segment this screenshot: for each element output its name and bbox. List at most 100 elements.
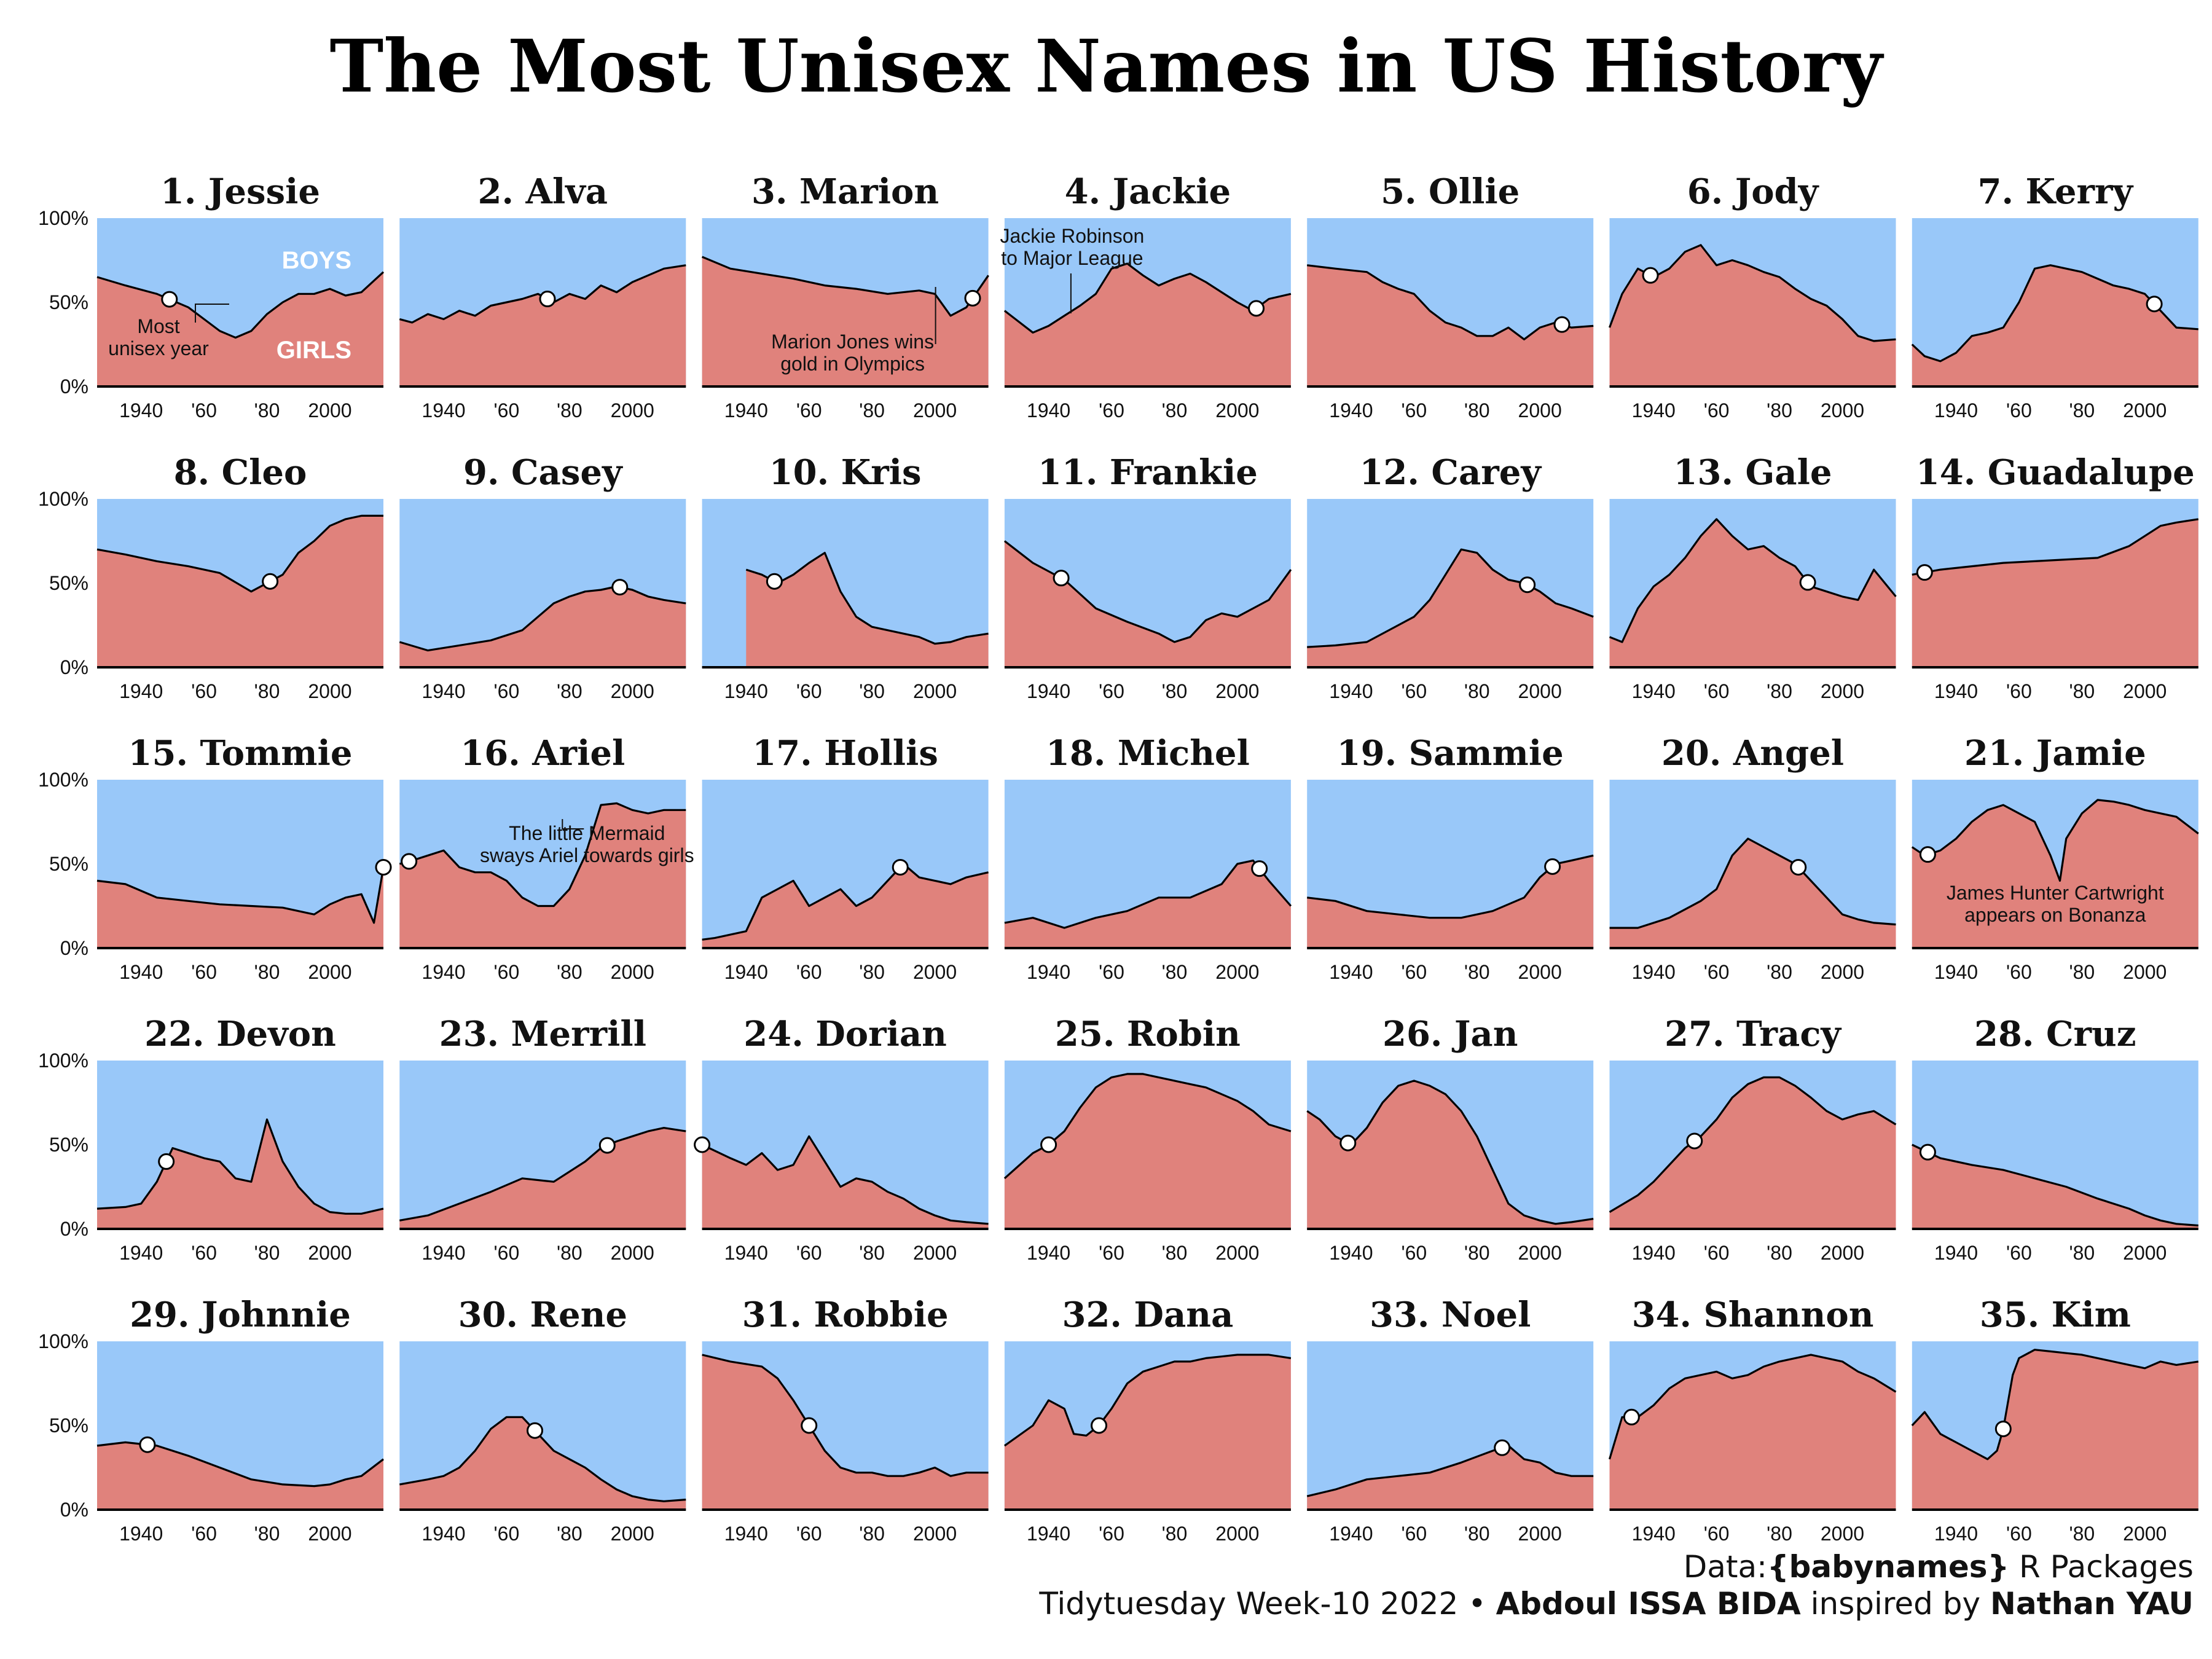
most-unisex-point (1643, 268, 1658, 283)
panel-title: 18. Michel (1046, 733, 1250, 774)
panel: 14. Guadalupe1940'60'80 2000 (1912, 452, 2198, 702)
most-unisex-point (1092, 1418, 1107, 1433)
panel-title: 8. Cleo (174, 452, 307, 493)
x-tick-label: '60 (1704, 399, 1730, 422)
x-tick-label: 2000 (2123, 399, 2167, 422)
x-tick-label: 2000 (913, 961, 957, 983)
panel: 19. Sammie 1940 '60 '80 2000 (1307, 733, 1593, 983)
most-unisex-point (140, 1437, 155, 1452)
x-tick-label: 1940 (422, 1242, 465, 1264)
panel: 12. Carey1940'60'80 2000 (1307, 452, 1593, 702)
panel: 13. Gale 1940 '60 '80 2000 (1610, 452, 1896, 702)
x-tick-label: '60 (1704, 680, 1730, 702)
most-unisex-point (1041, 1137, 1056, 1152)
y-tick-label: 50% (49, 853, 88, 875)
x-tick-label: 2000 (1518, 680, 1562, 702)
panel-title: 7. Kerry (1978, 171, 2134, 212)
x-tick-label: '80 (1162, 1242, 1188, 1264)
most-unisex-point (1687, 1134, 1702, 1148)
x-tick-label: 2000 (913, 1523, 957, 1545)
x-tick-label: 1940 (1934, 399, 1978, 422)
x-tick-label: '60 (796, 1523, 822, 1545)
x-tick-label: 1940 (1632, 399, 1676, 422)
x-tick-label: '80 (1464, 961, 1490, 983)
panel: 6. Jody1940'60'80 2000 (1610, 171, 1896, 422)
most-unisex-point (1624, 1410, 1639, 1424)
x-tick-label: '80 (254, 961, 280, 983)
credits-package: {babynames} (1767, 1549, 2009, 1585)
panel-title: 32. Dana (1062, 1295, 1234, 1335)
annotation-text: Jackie Robinson (1000, 225, 1145, 247)
most-unisex-point (1341, 1135, 1355, 1150)
y-tick-label: 0% (60, 1499, 88, 1521)
x-tick-label: '80 (254, 680, 280, 702)
x-tick-label: '80 (254, 399, 280, 422)
x-tick-label: 2000 (308, 680, 351, 702)
x-tick-label: '80 (1464, 1523, 1490, 1545)
annotation-text: James Hunter Cartwright (1947, 882, 2164, 904)
most-unisex-point (613, 580, 627, 595)
most-unisex-point (527, 1423, 542, 1438)
panel: 18. Michel1940'60'80 2000 (1005, 733, 1291, 983)
x-tick-label: '80 (557, 680, 582, 702)
x-tick-label: 2000 (1215, 680, 1259, 702)
x-tick-label: 1940 (1632, 961, 1676, 983)
x-tick-label: 2000 (913, 399, 957, 422)
panel: 3. Marion1940'60'80 2000 (702, 171, 989, 422)
y-tick-label: 50% (49, 1414, 88, 1437)
x-tick-label: 1940 (1329, 961, 1373, 983)
x-tick-label: '60 (2006, 1523, 2032, 1545)
panel: 8. Cleo1940'60'80 20000%50%100% (38, 452, 383, 702)
x-tick-label: '60 (1401, 961, 1427, 983)
x-tick-label: 1940 (1329, 680, 1373, 702)
x-tick-label: 1940 (119, 399, 163, 422)
x-tick-label: '80 (1767, 1523, 1792, 1545)
x-tick-label: '60 (191, 680, 217, 702)
x-tick-label: '60 (1704, 961, 1730, 983)
panel-title: 23. Merrill (439, 1014, 646, 1054)
x-tick-label: 1940 (1632, 680, 1676, 702)
most-unisex-point (965, 291, 980, 305)
x-tick-label: 2000 (611, 1523, 654, 1545)
panel: 35. Kim 1940 '60 '80 2000 (1912, 1295, 2198, 1545)
panel: 5. Ollie1940'60'80 2000 (1307, 171, 1593, 422)
most-unisex-point (376, 860, 391, 874)
panel: 7. Kerry1940'60'80 2000 (1912, 171, 2198, 422)
x-tick-label: '60 (1401, 1523, 1427, 1545)
panel: 30. Rene1940'60'80 2000 (399, 1295, 686, 1545)
y-tick-label: 0% (60, 375, 88, 398)
panel-title: 26. Jan (1382, 1014, 1518, 1054)
x-tick-label: '80 (1464, 680, 1490, 702)
x-tick-label: 2000 (2123, 680, 2167, 702)
x-tick-label: 1940 (422, 680, 465, 702)
x-tick-label: 2000 (2123, 1242, 2167, 1264)
most-unisex-point (1555, 317, 1569, 332)
x-tick-label: 1940 (119, 1523, 163, 1545)
credits-data-prefix: Data: (1684, 1549, 1767, 1585)
panel-title: 34. Shannon (1632, 1295, 1874, 1335)
x-tick-label: 1940 (119, 961, 163, 983)
credits-data-suffix: R Packages (2009, 1549, 2194, 1585)
x-tick-label: '80 (1767, 680, 1792, 702)
x-tick-label: '60 (796, 961, 822, 983)
x-tick-label: '60 (1704, 1242, 1730, 1264)
panel-title: 10. Kris (769, 452, 922, 493)
x-tick-label: 1940 (724, 1242, 768, 1264)
x-tick-label: '80 (1162, 399, 1188, 422)
x-tick-label: 1940 (1934, 1242, 1978, 1264)
x-tick-label: 2000 (1215, 399, 1259, 422)
most-unisex-point (600, 1138, 614, 1153)
x-tick-label: 1940 (724, 961, 768, 983)
x-tick-label: 2000 (1518, 1242, 1562, 1264)
x-tick-label: '80 (2069, 1523, 2095, 1545)
x-tick-label: 2000 (1215, 961, 1259, 983)
x-tick-label: 2000 (1821, 680, 1864, 702)
panel-title: 19. Sammie (1337, 733, 1564, 774)
x-tick-label: '80 (859, 1523, 885, 1545)
panel: 29. Johnnie1940'60'80 20000%50%100% (38, 1295, 383, 1545)
x-tick-label: '60 (796, 680, 822, 702)
x-tick-label: 1940 (1934, 1523, 1978, 1545)
panel-title: 12. Carey (1359, 452, 1542, 493)
x-tick-label: 1940 (724, 680, 768, 702)
